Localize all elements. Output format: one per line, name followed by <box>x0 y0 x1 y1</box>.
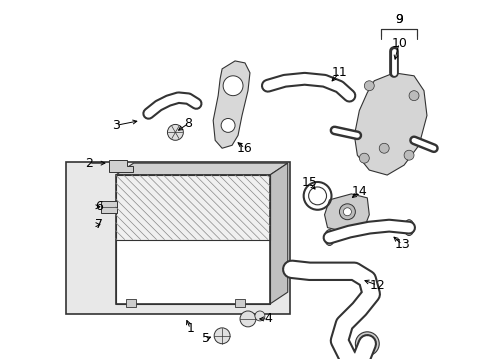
Text: 13: 13 <box>393 238 409 251</box>
Circle shape <box>408 91 418 100</box>
Text: 4: 4 <box>264 312 271 325</box>
Polygon shape <box>324 194 368 231</box>
Circle shape <box>403 150 413 160</box>
Circle shape <box>339 204 355 220</box>
Text: 7: 7 <box>95 218 102 231</box>
Text: 2: 2 <box>85 157 93 170</box>
Circle shape <box>221 118 235 132</box>
Text: 3: 3 <box>112 119 120 132</box>
Circle shape <box>214 328 230 344</box>
Polygon shape <box>125 299 135 307</box>
Polygon shape <box>354 73 426 175</box>
Text: 10: 10 <box>390 37 406 50</box>
Text: 14: 14 <box>351 185 366 198</box>
Text: 12: 12 <box>368 279 385 292</box>
Text: 11: 11 <box>331 66 346 79</box>
Text: 16: 16 <box>237 142 252 155</box>
Polygon shape <box>269 163 287 304</box>
Circle shape <box>359 153 368 163</box>
Text: 9: 9 <box>394 13 402 26</box>
Polygon shape <box>108 160 132 172</box>
Ellipse shape <box>403 220 413 235</box>
Circle shape <box>254 311 264 321</box>
Circle shape <box>379 143 388 153</box>
Polygon shape <box>116 163 287 175</box>
Text: 9: 9 <box>394 13 402 26</box>
Circle shape <box>364 81 373 91</box>
Circle shape <box>343 208 351 216</box>
Bar <box>101 201 117 213</box>
Circle shape <box>355 332 379 356</box>
Ellipse shape <box>324 230 334 246</box>
Polygon shape <box>235 299 244 307</box>
Text: 5: 5 <box>202 332 210 345</box>
Circle shape <box>240 311 255 327</box>
Bar <box>116 175 269 239</box>
Bar <box>66 162 289 314</box>
Text: 8: 8 <box>184 117 192 130</box>
Circle shape <box>360 337 373 351</box>
Text: 1: 1 <box>186 322 194 336</box>
Text: 15: 15 <box>301 176 317 189</box>
Circle shape <box>167 125 183 140</box>
Bar <box>116 175 269 239</box>
Text: 6: 6 <box>95 200 102 213</box>
Bar <box>116 175 269 304</box>
Circle shape <box>223 76 243 96</box>
Bar <box>116 175 269 304</box>
Polygon shape <box>213 61 249 148</box>
Circle shape <box>308 187 326 205</box>
